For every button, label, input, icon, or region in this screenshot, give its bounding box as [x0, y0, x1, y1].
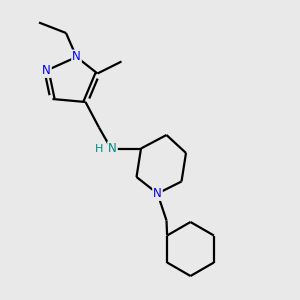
Text: N: N: [72, 50, 81, 64]
Text: H: H: [95, 143, 103, 154]
Text: N: N: [153, 187, 162, 200]
Text: N: N: [42, 64, 51, 77]
Text: N: N: [108, 142, 117, 155]
